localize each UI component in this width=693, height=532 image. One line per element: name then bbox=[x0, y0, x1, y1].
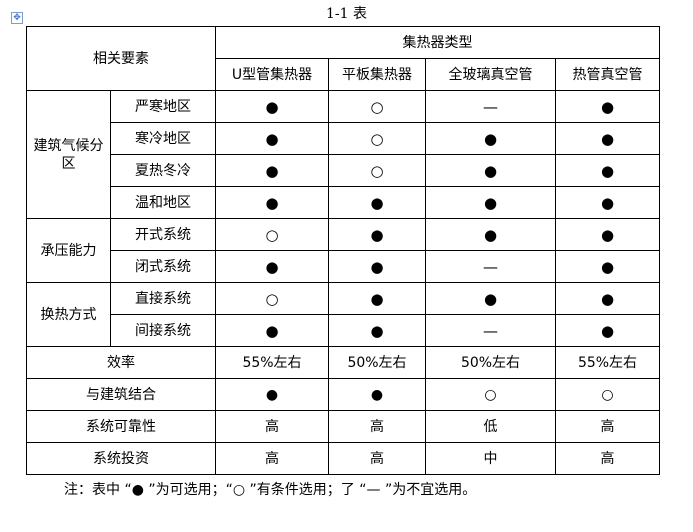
row-label: 系统可靠性 bbox=[26, 410, 216, 443]
row-label: 间接系统 bbox=[110, 314, 216, 347]
value-cell: ● bbox=[215, 314, 329, 347]
value-cell: ● bbox=[555, 122, 660, 155]
value-cell: ● bbox=[555, 314, 660, 347]
value-cell: ● bbox=[425, 218, 556, 251]
value-cell: ● bbox=[425, 186, 556, 219]
table-row: 寒冷地区 ● ○ ● ● bbox=[27, 122, 660, 155]
row-label: 寒冷地区 bbox=[110, 122, 216, 155]
row-label: 夏热冬冷 bbox=[110, 154, 216, 187]
value-cell: ● bbox=[215, 250, 329, 283]
value-cell: ● bbox=[215, 378, 329, 411]
value-cell: ○ bbox=[555, 378, 660, 411]
value-cell: ● bbox=[555, 250, 660, 283]
value-cell: 高 bbox=[328, 442, 426, 475]
value-cell: ● bbox=[425, 122, 556, 155]
value-cell: 55%左右 bbox=[555, 346, 660, 379]
value-cell: — bbox=[425, 90, 556, 123]
value-cell: ● bbox=[555, 218, 660, 251]
table-note: 注：表中 “● ”为可选用；“○ ”有条件选用；了 “— ”为不宜选用。 bbox=[64, 482, 477, 498]
table-row: 夏热冬冷 ● ○ ● ● bbox=[27, 154, 660, 187]
value-cell: — bbox=[425, 250, 556, 283]
row-label: 开式系统 bbox=[110, 218, 216, 251]
group-label: 承压能力 bbox=[26, 218, 111, 283]
value-cell: 高 bbox=[555, 442, 660, 475]
table-move-handle-icon[interactable]: ✥ bbox=[11, 12, 23, 24]
value-cell: ○ bbox=[328, 154, 426, 187]
value-cell: ● bbox=[555, 90, 660, 123]
value-cell: 高 bbox=[215, 442, 329, 475]
table-row: 系统投资高高中高 bbox=[26, 442, 660, 475]
table-row: 系统可靠性高高低高 bbox=[26, 410, 660, 443]
value-cell: — bbox=[425, 314, 556, 347]
value-cell: 50%左右 bbox=[328, 346, 426, 379]
row-label: 严寒地区 bbox=[110, 90, 216, 123]
value-cell: ○ bbox=[425, 378, 556, 411]
table-row: 闭式系统 ● ● — ● bbox=[27, 250, 660, 283]
header-col: 全玻璃真空管 bbox=[425, 58, 556, 91]
row-label: 系统投资 bbox=[26, 442, 216, 475]
table-row: 换热方式 直接系统 ○ ● ● ● bbox=[26, 282, 660, 347]
group-label: 换热方式 bbox=[26, 282, 111, 347]
table-row: 效率 55%左右 50%左右 50%左右 55%左右 bbox=[26, 346, 660, 379]
row-label: 直接系统 bbox=[110, 282, 216, 315]
value-cell: ○ bbox=[328, 122, 426, 155]
row-label: 与建筑结合 bbox=[26, 378, 216, 411]
header-types: 集热器类型 bbox=[215, 26, 660, 59]
value-cell: ● bbox=[425, 282, 556, 315]
value-cell: 低 bbox=[425, 410, 556, 443]
value-cell: 55%左右 bbox=[215, 346, 329, 379]
value-cell: ● bbox=[555, 186, 660, 219]
value-cell: 中 bbox=[425, 442, 556, 475]
table-row: 承压能力 开式系统 ○ ● ● ● bbox=[26, 218, 660, 283]
value-cell: 高 bbox=[215, 410, 329, 443]
value-cell: ● bbox=[555, 282, 660, 315]
header-col: U型管集热器 bbox=[215, 58, 329, 91]
value-cell: ○ bbox=[328, 90, 426, 123]
value-cell: ● bbox=[215, 90, 329, 123]
header-factors: 相关要素 bbox=[26, 26, 216, 91]
table-row: 温和地区 ● ● ● ● bbox=[27, 186, 660, 219]
value-cell: ● bbox=[215, 154, 329, 187]
value-cell: ● bbox=[425, 154, 556, 187]
table-row: 间接系统 ● ● — ● bbox=[27, 314, 660, 347]
table-row: 建筑气候分区 严寒地区 ● ○ — ● bbox=[26, 90, 660, 219]
value-cell: 50%左右 bbox=[425, 346, 556, 379]
value-cell: ● bbox=[215, 186, 329, 219]
value-cell: ● bbox=[328, 314, 426, 347]
value-cell: ○ bbox=[215, 218, 329, 251]
row-label: 效率 bbox=[26, 346, 216, 379]
table-title: 1-1 表 bbox=[326, 6, 367, 22]
row-label: 温和地区 bbox=[110, 186, 216, 219]
value-cell: 高 bbox=[555, 410, 660, 443]
value-cell: ○ bbox=[215, 282, 329, 315]
collector-comparison-table: 相关要素 集热器类型 U型管集热器 平板集热器 全玻璃真空管 热管真空管 建筑气… bbox=[26, 26, 660, 475]
value-cell: ● bbox=[328, 282, 426, 315]
value-cell: ● bbox=[328, 186, 426, 219]
row-label: 闭式系统 bbox=[110, 250, 216, 283]
value-cell: ● bbox=[328, 378, 426, 411]
group-label: 建筑气候分区 bbox=[26, 90, 111, 219]
value-cell: ● bbox=[328, 218, 426, 251]
value-cell: ● bbox=[555, 154, 660, 187]
header-col: 平板集热器 bbox=[328, 58, 426, 91]
header-col: 热管真空管 bbox=[555, 58, 660, 91]
table-row: 与建筑结合 ● ● ○ ○ bbox=[26, 378, 660, 411]
value-cell: ● bbox=[328, 250, 426, 283]
value-cell: ● bbox=[215, 122, 329, 155]
value-cell: 高 bbox=[328, 410, 426, 443]
